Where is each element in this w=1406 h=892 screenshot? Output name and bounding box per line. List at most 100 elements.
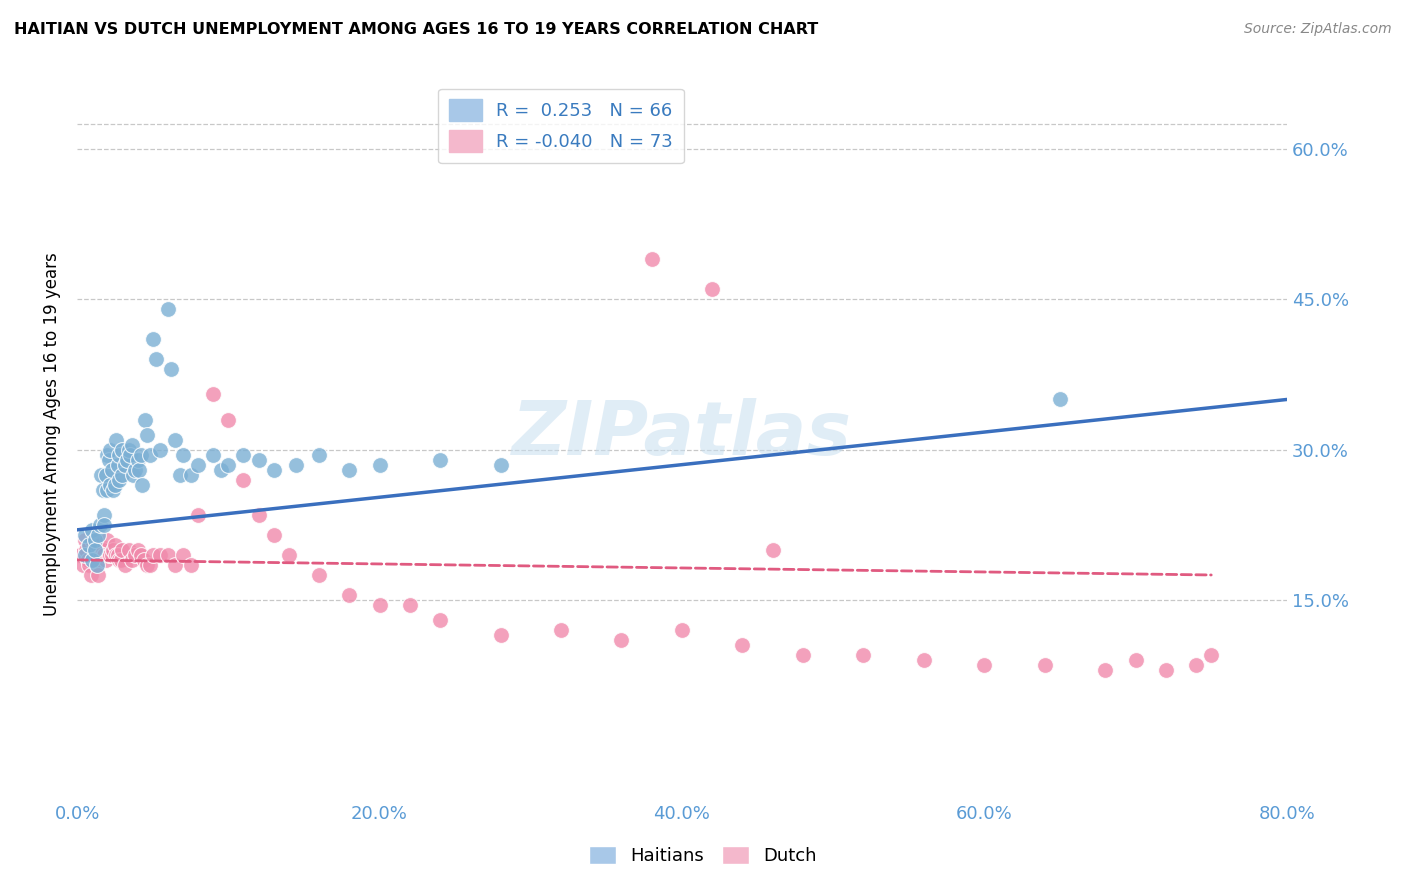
Dutch	[232, 473, 254, 487]
Haitians	[142, 332, 165, 346]
Haitians	[87, 528, 110, 542]
Haitians	[117, 442, 139, 457]
Dutch	[671, 623, 693, 637]
Haitians	[108, 473, 131, 487]
Haitians	[145, 352, 167, 367]
Haitians	[93, 508, 115, 522]
Dutch	[1199, 648, 1222, 663]
Dutch	[107, 548, 129, 562]
Haitians	[84, 542, 107, 557]
Haitians	[115, 452, 138, 467]
Dutch	[179, 558, 201, 572]
Dutch	[973, 658, 995, 673]
Haitians	[86, 558, 108, 572]
Dutch	[91, 542, 114, 557]
Dutch	[308, 568, 330, 582]
Haitians	[129, 448, 152, 462]
Dutch	[73, 533, 96, 547]
Dutch	[80, 568, 103, 582]
Dutch	[108, 553, 131, 567]
Dutch	[1125, 653, 1147, 667]
Haitians	[156, 302, 179, 317]
Haitians	[209, 463, 232, 477]
Haitians	[138, 448, 160, 462]
Haitians	[149, 442, 172, 457]
Haitians	[179, 467, 201, 482]
Haitians	[134, 412, 156, 426]
Haitians	[98, 442, 121, 457]
Dutch	[90, 548, 112, 562]
Dutch	[96, 533, 118, 547]
Haitians	[217, 458, 239, 472]
Haitians	[77, 538, 100, 552]
Dutch	[72, 558, 94, 572]
Dutch	[792, 648, 814, 663]
Dutch	[1033, 658, 1056, 673]
Haitians	[96, 483, 118, 497]
Haitians	[73, 548, 96, 562]
Haitians	[82, 523, 104, 537]
Haitians	[111, 442, 134, 457]
Dutch	[912, 653, 935, 667]
Haitians	[263, 463, 285, 477]
Haitians	[97, 452, 120, 467]
Dutch	[138, 558, 160, 572]
Haitians	[114, 458, 136, 472]
Haitians	[91, 483, 114, 497]
Haitians	[128, 463, 150, 477]
Haitians	[337, 463, 360, 477]
Haitians	[107, 458, 129, 472]
Dutch	[94, 553, 117, 567]
Legend: Haitians, Dutch: Haitians, Dutch	[582, 838, 824, 872]
Haitians	[111, 467, 134, 482]
Dutch	[97, 548, 120, 562]
Dutch	[187, 508, 209, 522]
Dutch	[702, 282, 724, 296]
Haitians	[308, 448, 330, 462]
Dutch	[263, 528, 285, 542]
Haitians	[122, 467, 145, 482]
Haitians	[1049, 392, 1071, 407]
Haitians	[169, 467, 191, 482]
Haitians	[285, 458, 308, 472]
Dutch	[217, 412, 239, 426]
Dutch	[1185, 658, 1208, 673]
Dutch	[111, 542, 134, 557]
Dutch	[641, 252, 664, 266]
Dutch	[101, 548, 124, 562]
Dutch	[84, 553, 107, 567]
Haitians	[108, 448, 131, 462]
Dutch	[132, 553, 155, 567]
Haitians	[135, 427, 157, 442]
Dutch	[1094, 663, 1116, 677]
Dutch	[202, 387, 225, 401]
Haitians	[187, 458, 209, 472]
Dutch	[368, 598, 391, 612]
Dutch	[149, 548, 172, 562]
Dutch	[172, 548, 194, 562]
Haitians	[82, 553, 104, 567]
Haitians	[103, 483, 125, 497]
Dutch	[104, 538, 127, 552]
Haitians	[104, 477, 127, 491]
Haitians	[121, 437, 143, 451]
Legend: R =  0.253   N = 66, R = -0.040   N = 73: R = 0.253 N = 66, R = -0.040 N = 73	[439, 88, 683, 163]
Dutch	[610, 633, 633, 648]
Haitians	[131, 477, 153, 491]
Dutch	[105, 548, 128, 562]
Haitians	[98, 477, 121, 491]
Haitians	[202, 448, 225, 462]
Dutch	[165, 558, 187, 572]
Dutch	[82, 533, 104, 547]
Dutch	[550, 623, 572, 637]
Dutch	[429, 613, 451, 627]
Dutch	[87, 568, 110, 582]
Dutch	[124, 548, 146, 562]
Dutch	[89, 538, 111, 552]
Dutch	[156, 548, 179, 562]
Haitians	[489, 458, 512, 472]
Haitians	[84, 533, 107, 547]
Dutch	[127, 542, 149, 557]
Dutch	[852, 648, 875, 663]
Y-axis label: Unemployment Among Ages 16 to 19 years: Unemployment Among Ages 16 to 19 years	[44, 252, 60, 616]
